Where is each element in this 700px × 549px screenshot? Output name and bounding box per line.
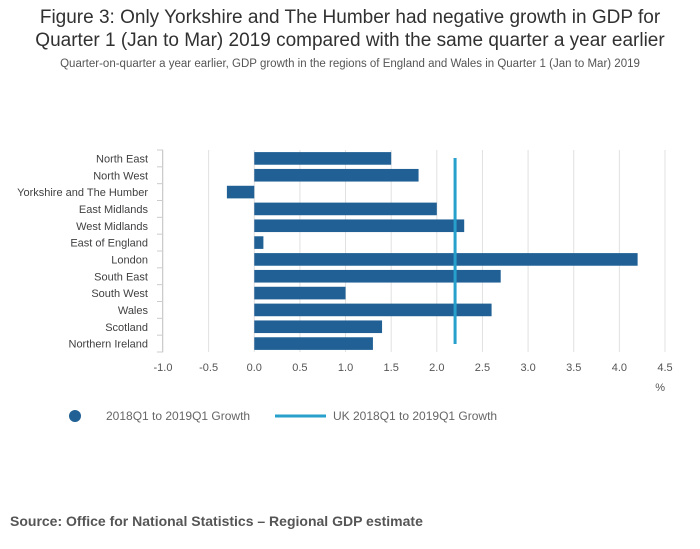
x-tick-label: 3.0 xyxy=(520,362,535,374)
chart-title-line-2: Quarter 1 (Jan to Mar) 2019 compared wit… xyxy=(35,30,665,51)
chart-subtitle: Quarter-on-quarter a year earlier, GDP g… xyxy=(60,58,640,70)
category-label: South East xyxy=(94,271,148,283)
bar-east-of-england xyxy=(254,236,264,249)
legend-bar-label: 2018Q1 to 2019Q1 Growth xyxy=(106,409,250,423)
bar-scotland xyxy=(254,320,383,334)
category-label: London xyxy=(111,254,148,266)
bar-south-west xyxy=(254,286,346,300)
x-tick-label: 0.0 xyxy=(247,362,262,374)
chart-title: Figure 3: Only Yorkshire and The Humber … xyxy=(0,6,700,52)
category-label: East of England xyxy=(70,238,148,250)
legend-bar-marker xyxy=(69,410,81,422)
category-label: North East xyxy=(96,153,148,165)
x-tick-label: -1.0 xyxy=(154,362,173,374)
x-tick-label: 2.5 xyxy=(475,362,490,374)
x-tick-label: 1.5 xyxy=(384,362,399,374)
x-tick-label: 1.0 xyxy=(338,362,353,374)
category-label: Scotland xyxy=(105,322,148,334)
bar-north-east xyxy=(254,152,392,165)
x-axis-label: % xyxy=(655,382,665,394)
x-tick-label: 2.0 xyxy=(429,362,444,374)
x-tick-label: 4.5 xyxy=(657,362,672,374)
bar-london xyxy=(254,253,638,266)
bar-west-midlands xyxy=(254,219,465,233)
bar-north-west xyxy=(254,168,419,182)
x-tick-label: 0.5 xyxy=(292,362,307,374)
category-label: Wales xyxy=(118,305,149,317)
category-label: Yorkshire and The Humber xyxy=(17,187,148,199)
bar-chart: -1.0 -0.5 0.0 0.5 1.0 1.5 2.0 2.5 3.0 3.5 4.0 4.5% N… xyxy=(17,149,673,423)
bar-south-east xyxy=(254,269,501,283)
bar-east-midlands xyxy=(254,202,437,216)
category-label: East Midlands xyxy=(79,204,149,216)
bar-northern-ireland xyxy=(254,337,373,350)
bar-yorkshire-and-the-humber xyxy=(226,185,255,199)
x-tick-label: 3.5 xyxy=(566,362,581,374)
category-label: North West xyxy=(93,170,148,182)
legend-line-label: UK 2018Q1 to 2019Q1 Growth xyxy=(333,409,497,423)
category-label: South West xyxy=(91,288,148,300)
x-tick-label: 4.0 xyxy=(612,362,627,374)
source-note: Source: Office for National Statistics –… xyxy=(10,513,423,529)
chart-title-line-1: Figure 3: Only Yorkshire and The Humber … xyxy=(39,7,661,28)
category-label: West Midlands xyxy=(76,221,148,233)
x-tick-label: -0.5 xyxy=(199,362,218,374)
category-label: Northern Ireland xyxy=(69,339,149,351)
bar-wales xyxy=(254,303,492,317)
